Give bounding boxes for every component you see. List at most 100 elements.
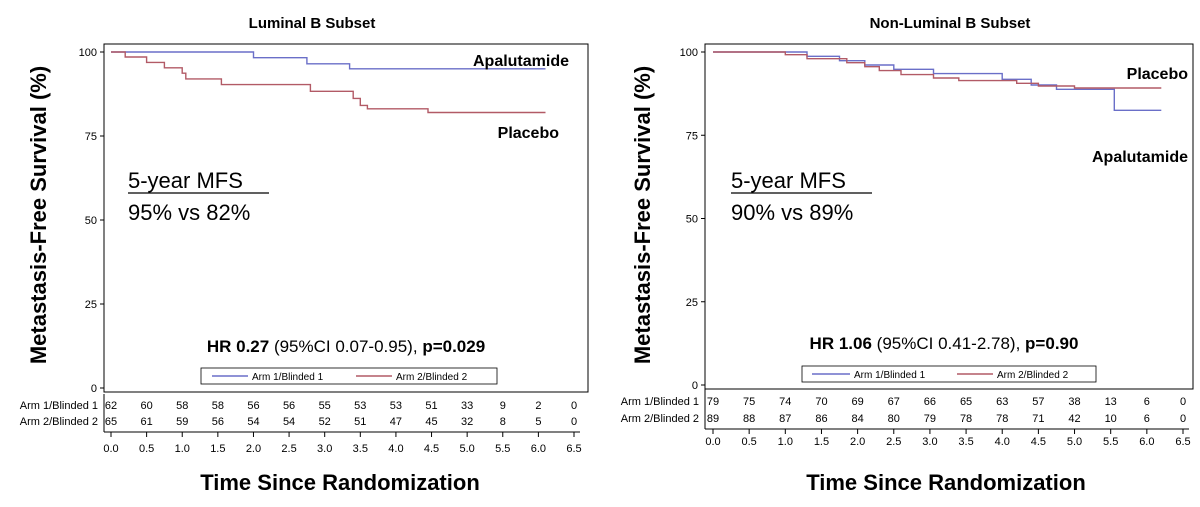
risk-cell: 78 <box>960 413 972 425</box>
y-tick-label: 0 <box>91 383 97 395</box>
mfs-values: 90% vs 89% <box>731 200 853 225</box>
legend: Arm 1/Blinded 1 Arm 2/Blinded 2 <box>801 365 1097 383</box>
risk-cell: 47 <box>390 416 402 428</box>
risk-cell: 63 <box>996 396 1008 408</box>
x-axis-label: Time Since Randomization <box>806 470 1086 495</box>
risk-row-label: Arm 2/Blinded 2 <box>621 413 699 425</box>
chart-title: Non-Luminal B Subset <box>870 15 1031 32</box>
series-line-arm1 <box>713 51 1162 112</box>
y-tick-label: 50 <box>85 215 97 227</box>
x-tick-label: 3.5 <box>958 436 973 448</box>
x-tick-label: 5.5 <box>495 443 510 455</box>
risk-cell: 86 <box>815 413 827 425</box>
series-line-arm2 <box>111 51 546 114</box>
y-axis-label: Metastasis-Free Survival (%) <box>630 66 655 364</box>
y-tick-label: 0 <box>692 380 698 392</box>
hr-label: HR <box>810 334 835 353</box>
hazard-ratio: HR 0.27 (95%CI 0.07-0.95), p=0.029 <box>207 337 485 356</box>
legend-label-arm1: Arm 1/Blinded 1 <box>252 372 324 383</box>
risk-cell: 65 <box>105 416 117 428</box>
hr-value: 0.27 <box>236 337 269 356</box>
y-ticks: 0 25 50 75 100 <box>680 47 705 392</box>
survival-curves <box>111 51 546 114</box>
x-tick-label: 6.0 <box>531 443 546 455</box>
risk-cell: 2 <box>535 400 541 412</box>
x-tick-label: 2.0 <box>246 443 261 455</box>
risk-cell: 53 <box>354 400 366 412</box>
risk-cell: 88 <box>743 413 755 425</box>
risk-cell: 66 <box>924 396 936 408</box>
x-tick-label: 4.5 <box>424 443 439 455</box>
hr-value: 1.06 <box>839 334 872 353</box>
risk-cell: 56 <box>283 400 295 412</box>
risk-cell: 74 <box>779 396 791 408</box>
risk-cell: 79 <box>707 396 719 408</box>
legend-box <box>200 367 498 385</box>
risk-cell: 38 <box>1068 396 1080 408</box>
number-at-risk-table: Arm 1/Blinded 1 79 75 74 70 69 67 66 65 63 57 38 13 6… <box>621 389 1186 429</box>
risk-cell: 75 <box>743 396 755 408</box>
series-label-apalutamide: Apalutamide <box>1092 149 1188 166</box>
x-tick-label: 2.0 <box>850 436 865 448</box>
risk-cell: 33 <box>461 400 473 412</box>
chart-panel-luminal-b: Luminal B Subset Metastasis-Free Surviva… <box>20 15 589 495</box>
series-label-placebo: Placebo <box>498 125 560 142</box>
risk-cell: 0 <box>1180 413 1186 425</box>
risk-cell: 70 <box>815 396 827 408</box>
chart-title: Luminal B Subset <box>249 15 376 32</box>
risk-cell: 0 <box>571 416 577 428</box>
risk-cell: 0 <box>571 400 577 412</box>
x-tick-label: 1.0 <box>778 436 793 448</box>
mfs-heading: 5-year MFS <box>731 168 846 193</box>
legend-label-arm2: Arm 2/Blinded 2 <box>396 372 468 383</box>
x-tick-label: 1.5 <box>210 443 225 455</box>
risk-cell: 59 <box>176 416 188 428</box>
risk-cell: 56 <box>212 416 224 428</box>
risk-cell: 6 <box>1144 396 1150 408</box>
risk-cell: 89 <box>707 413 719 425</box>
risk-cell: 54 <box>247 416 259 428</box>
y-tick-label: 25 <box>686 297 698 309</box>
x-tick-label: 0.0 <box>705 436 720 448</box>
risk-cell: 53 <box>390 400 402 412</box>
y-tick-label: 100 <box>79 47 97 59</box>
x-ticks: 0.0 0.5 1.0 1.5 2.0 2.5 3.0 3.5 4.0 4.5 5.0 5.5 6.0 6… <box>103 431 582 455</box>
risk-cell: 65 <box>960 396 972 408</box>
mfs-values: 95% vs 82% <box>128 200 250 225</box>
x-tick-label: 6.0 <box>1139 436 1154 448</box>
risk-cell: 5 <box>535 416 541 428</box>
risk-cell: 60 <box>140 400 152 412</box>
x-tick-label: 1.5 <box>814 436 829 448</box>
x-tick-label: 6.5 <box>566 443 581 455</box>
x-tick-label: 0.5 <box>742 436 757 448</box>
x-tick-label: 2.5 <box>281 443 296 455</box>
hr-p: p=0.90 <box>1025 334 1078 353</box>
x-tick-label: 1.0 <box>175 443 190 455</box>
risk-cell: 10 <box>1105 413 1117 425</box>
risk-cell: 55 <box>319 400 331 412</box>
risk-cell: 8 <box>500 416 506 428</box>
x-tick-label: 4.0 <box>995 436 1010 448</box>
x-ticks: 0.0 0.5 1.0 1.5 2.0 2.5 3.0 3.5 4.0 4.5 5.0 5.5 6.0 6… <box>705 428 1191 448</box>
x-tick-label: 5.0 <box>1067 436 1082 448</box>
risk-cell: 57 <box>1032 396 1044 408</box>
y-tick-label: 75 <box>686 130 698 142</box>
risk-cell: 58 <box>212 400 224 412</box>
x-tick-label: 4.5 <box>1031 436 1046 448</box>
risk-cell: 51 <box>354 416 366 428</box>
x-tick-label: 0.0 <box>103 443 118 455</box>
x-tick-label: 0.5 <box>139 443 154 455</box>
y-ticks: 0 25 50 75 100 <box>79 47 104 395</box>
risk-cell: 80 <box>888 413 900 425</box>
y-tick-label: 75 <box>85 131 97 143</box>
risk-row-label: Arm 2/Blinded 2 <box>20 416 98 428</box>
risk-cell: 42 <box>1068 413 1080 425</box>
legend-label-arm1: Arm 1/Blinded 1 <box>854 370 926 381</box>
risk-cell: 54 <box>283 416 295 428</box>
risk-cell: 62 <box>105 400 117 412</box>
risk-cell: 51 <box>425 400 437 412</box>
x-tick-label: 5.0 <box>460 443 475 455</box>
x-tick-label: 3.0 <box>317 443 332 455</box>
risk-cell: 87 <box>779 413 791 425</box>
x-tick-label: 5.5 <box>1103 436 1118 448</box>
